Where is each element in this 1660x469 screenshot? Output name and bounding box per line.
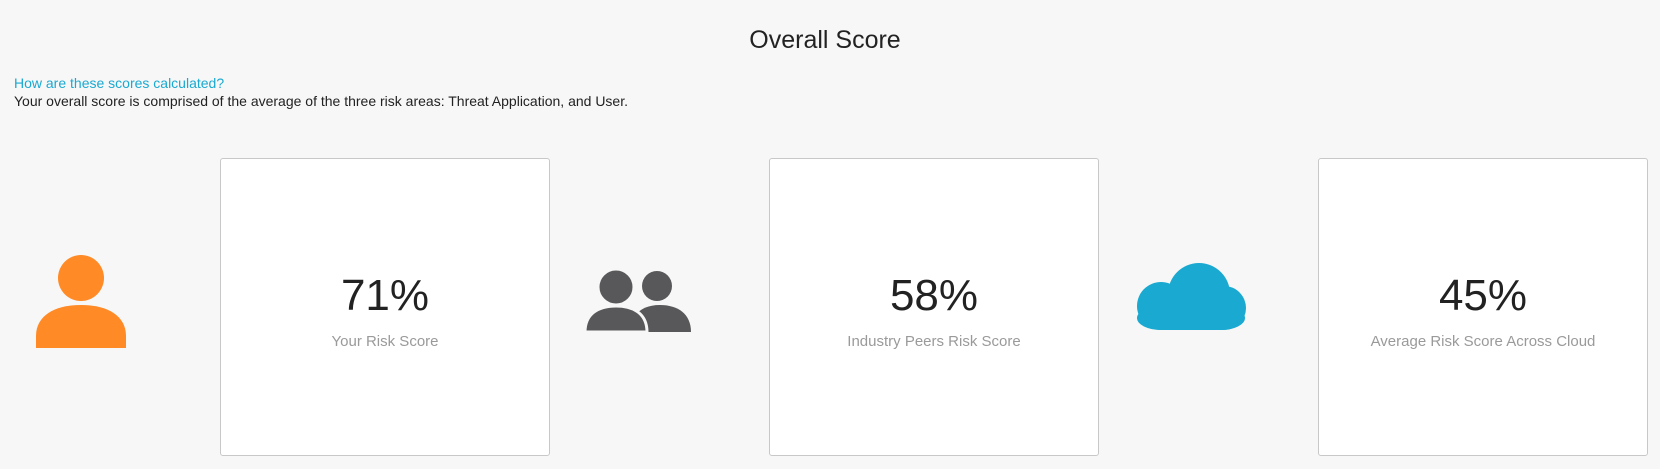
- cloud-average-risk-score-label: Average Risk Score Across Cloud: [1370, 333, 1596, 350]
- page-title: Overall Score: [749, 26, 901, 54]
- industry-peers-risk-score-label: Industry Peers Risk Score: [847, 333, 1021, 350]
- your-risk-score-value: 71%: [340, 271, 430, 320]
- your-risk-score-label: Your Risk Score: [331, 333, 439, 350]
- cloud-icon: [1129, 262, 1247, 334]
- your-risk-score-card: 71% Your Risk Score: [220, 158, 550, 456]
- users-group-icon: [583, 267, 694, 334]
- cloud-average-risk-score-card: 45% Average Risk Score Across Cloud: [1318, 158, 1648, 456]
- industry-peers-risk-score-card: 58% Industry Peers Risk Score: [769, 158, 1099, 456]
- how-scores-calculated-link[interactable]: How are these scores calculated?: [14, 75, 225, 91]
- cloud-average-risk-score-value: 45%: [1438, 271, 1528, 320]
- industry-peers-risk-score-value: 58%: [889, 271, 979, 320]
- score-explanation-text: Your overall score is comprised of the a…: [14, 93, 628, 109]
- user-icon: [34, 254, 128, 348]
